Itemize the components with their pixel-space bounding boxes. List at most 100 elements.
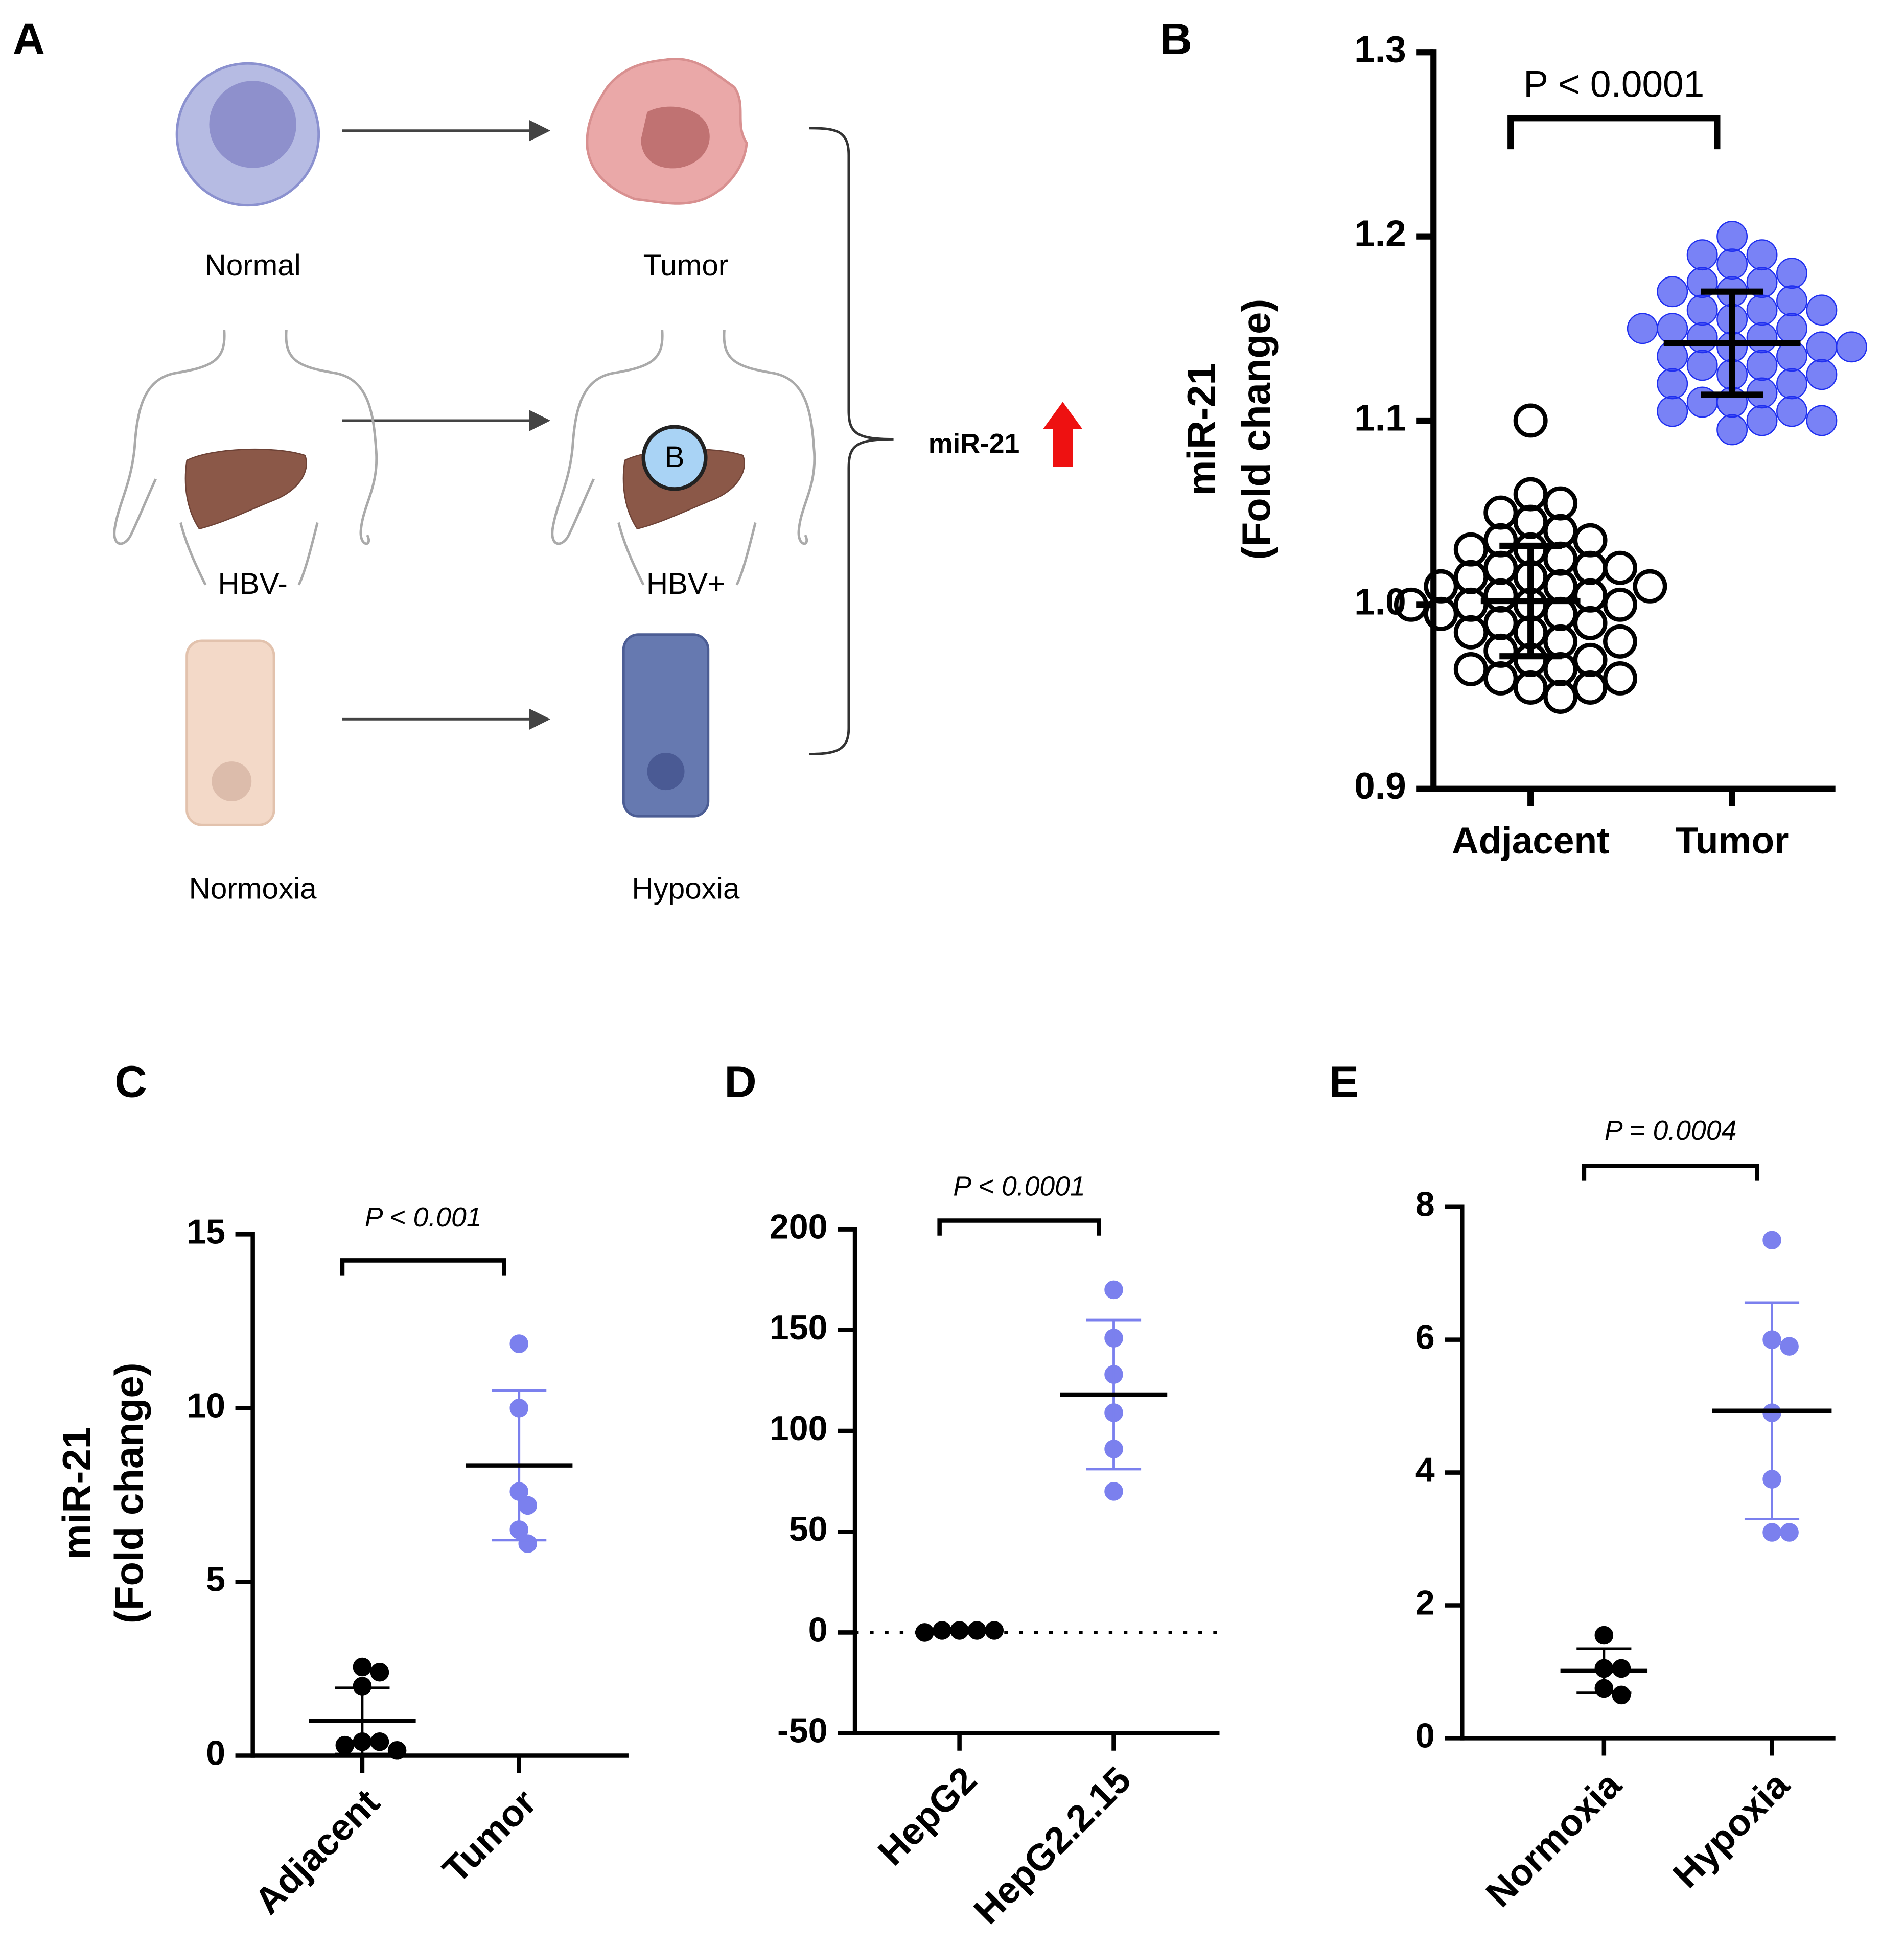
y-axis-title: (Fold change)	[106, 1362, 151, 1624]
significance-bracket	[340, 1258, 506, 1276]
data-point	[1453, 532, 1488, 567]
data-point	[518, 1534, 538, 1553]
data-point	[1716, 221, 1748, 252]
data-point	[1776, 258, 1807, 289]
x-tick-label: Tumor	[435, 1781, 544, 1891]
data-point	[1657, 313, 1688, 344]
nucleus	[212, 761, 252, 801]
data-point	[1633, 569, 1667, 604]
normoxia-cell	[185, 639, 275, 826]
data-point	[1746, 239, 1778, 271]
data-point	[1627, 313, 1658, 344]
y-tick-label: 100	[770, 1409, 828, 1448]
annotation: P < 0.001	[365, 1202, 482, 1233]
normal-nucleus	[209, 81, 296, 168]
panel-label: A	[13, 14, 45, 64]
data-point	[1806, 359, 1838, 390]
data-point	[1762, 1231, 1781, 1249]
data-point	[1543, 680, 1578, 714]
data-point	[1573, 550, 1608, 585]
y-tick-label: 2	[1415, 1583, 1435, 1622]
data-point	[1762, 1523, 1781, 1542]
y-tick-label: 15	[187, 1212, 225, 1251]
data-point	[1746, 322, 1778, 354]
data-point	[1776, 396, 1807, 427]
y-tick-label: 200	[770, 1208, 828, 1246]
data-point	[1483, 578, 1518, 613]
y-tick-label: 0	[808, 1610, 828, 1649]
significance-bracket	[1507, 115, 1721, 150]
data-point	[1716, 414, 1748, 446]
x-tick-label: Hypoxia	[1665, 1764, 1798, 1896]
up-arrow	[1042, 402, 1083, 467]
y-tick-label: 8	[1415, 1185, 1435, 1224]
label: Normal	[205, 249, 301, 282]
y-tick-label: 0.9	[1354, 766, 1406, 807]
x-tick-label: Adjacent	[247, 1781, 387, 1922]
data-point	[1603, 587, 1637, 622]
data-point	[1686, 239, 1718, 271]
data-point	[1453, 652, 1488, 686]
data-point	[1453, 587, 1488, 622]
data-point	[387, 1741, 407, 1760]
panel-label: B	[1160, 14, 1192, 64]
diagram: A B Normal Tumor HBV- HBV+ Normoxia Hypo…	[13, 14, 1083, 906]
data-point	[1573, 642, 1608, 677]
data-point	[1612, 1685, 1631, 1705]
y-tick-label: 4	[1415, 1451, 1435, 1490]
virus-icon	[641, 425, 708, 491]
data-point	[1573, 578, 1608, 613]
panel-label: E	[1329, 1056, 1359, 1106]
label: Tumor	[643, 249, 729, 282]
arrows	[342, 120, 551, 730]
body-outline	[113, 330, 816, 586]
significance-bracket	[937, 1218, 1101, 1236]
data-point	[1483, 606, 1518, 640]
data-point	[1513, 477, 1548, 512]
y-axis-title: miR-21	[54, 1427, 99, 1560]
label: Hypoxia	[632, 872, 740, 906]
brace	[808, 127, 894, 755]
y-tick-label: 50	[789, 1510, 828, 1548]
data-point	[1483, 550, 1518, 585]
chart: E 0 2 4 6 8 Normoxia Hypoxia P = 0.0004	[1329, 1056, 1836, 1915]
data-point	[1453, 560, 1488, 594]
x-tick-label: Adjacent	[1452, 820, 1609, 862]
liver	[184, 448, 307, 530]
label: HBV+	[646, 567, 725, 600]
significance-bracket	[1582, 1164, 1759, 1181]
data-point	[1424, 596, 1458, 631]
data-point	[1603, 550, 1637, 585]
data-point	[370, 1662, 389, 1682]
label: Normoxia	[189, 872, 317, 906]
data-point	[1716, 248, 1748, 280]
data-point	[1543, 514, 1578, 548]
data-point	[1780, 1523, 1799, 1542]
y-tick-label: 1.3	[1354, 29, 1406, 71]
data-point	[1573, 523, 1608, 558]
data-point	[1483, 661, 1518, 696]
y-tick-label: 150	[770, 1308, 828, 1347]
data-point	[1594, 1626, 1614, 1645]
data-point	[335, 1735, 355, 1755]
data-point	[1657, 276, 1688, 308]
data-point	[1483, 495, 1518, 530]
y-tick-label: -50	[777, 1711, 828, 1750]
data-point	[1424, 569, 1458, 604]
data-point	[1104, 1482, 1123, 1501]
data-point	[1603, 661, 1637, 696]
data-point	[1746, 405, 1778, 436]
data-point	[1686, 350, 1718, 381]
result-label: miR-21	[928, 429, 1020, 459]
virus-label: B	[665, 441, 685, 474]
data-point	[1394, 587, 1428, 622]
data-point	[1513, 403, 1548, 438]
data-point	[1657, 368, 1688, 400]
data-point	[1104, 1280, 1123, 1300]
data-point	[1780, 1337, 1799, 1356]
data-point	[1776, 285, 1807, 317]
x-tick-label: HepG2	[870, 1759, 985, 1873]
data-point	[1806, 405, 1838, 436]
y-tick-label: 5	[206, 1560, 225, 1598]
data-point	[1483, 523, 1518, 558]
